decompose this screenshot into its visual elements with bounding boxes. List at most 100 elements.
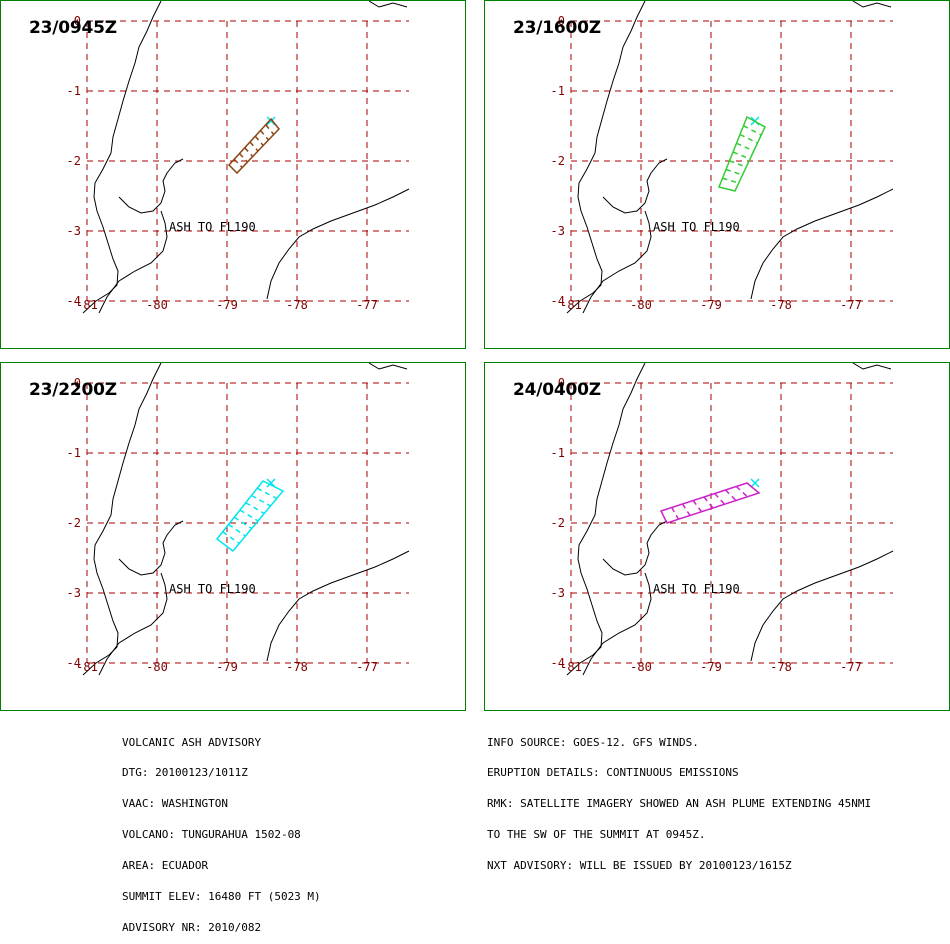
ash-plume-hatch	[671, 507, 680, 520]
map-svg: 0 -1 -2 -3 -4-81 -80 -79 -78 -77 ASH TO FL190	[551, 1, 894, 314]
coast-path	[852, 1, 892, 8]
graticule	[86, 382, 409, 664]
ash-altitude-label: ASH TO FL190	[169, 582, 256, 596]
coast-path	[368, 363, 408, 370]
lon-tick-label: -79	[700, 298, 722, 312]
lat-tick-label: -3	[67, 586, 81, 600]
lat-tick-label: 0	[74, 14, 81, 28]
ash-plume-hatch	[703, 496, 714, 509]
lat-tick-label: -1	[551, 446, 565, 460]
ash-plume-outline	[215, 480, 285, 553]
coastline	[82, 363, 410, 676]
lat-tick-label: -1	[67, 84, 81, 98]
volcano-marker-icon	[750, 478, 760, 488]
ash-altitude-label: ASH TO FL190	[653, 582, 740, 596]
ash-plume-hatch	[228, 523, 246, 537]
ash-plume-hatch	[254, 135, 264, 146]
lon-tick-label: -77	[356, 660, 378, 674]
lat-tick-label: 0	[558, 376, 565, 390]
advisory-line: ERUPTION DETAILS: CONTINUOUS EMISSIONS	[487, 766, 739, 780]
coast-path	[582, 210, 652, 314]
coastline	[566, 363, 894, 676]
coast-path	[98, 572, 168, 676]
ash-plume-outline	[227, 117, 280, 175]
graticule	[570, 382, 893, 664]
map-panel-0945z: 0 -1 -2 -3 -4 -81 -80 -79 -78 -77 ASH TO FL190 23/…	[0, 0, 466, 349]
lon-tick-label: -77	[356, 298, 378, 312]
advisory-line: ADVISORY NR: 2010/082	[122, 920, 262, 934]
lon-tick-label: -80	[630, 660, 652, 674]
ash-plume	[659, 482, 761, 524]
ash-plume-hatch	[692, 500, 703, 513]
advisory-header-block: VOLCANIC ASH ADVISORY DTG: 20100123/1011…	[122, 717, 321, 944]
ash-plume-hatch	[732, 151, 751, 160]
ash-plume-hatch	[729, 160, 747, 168]
lon-tick-label: -79	[216, 660, 238, 674]
coast-path	[566, 363, 646, 676]
advisory-line: SUMMIT ELEV: 16480 FT (5023 M)	[122, 890, 321, 904]
map-svg: 0 -1 -2 -3 -4-81 -80 -79 -78 -77 ASH TO FL190	[67, 363, 410, 676]
map-panel-1600z: 0 -1 -2 -3 -4 -81 -80 -79 -78 -77 ASH TO FL190 23/…	[484, 0, 950, 349]
lon-tick-label: -77	[840, 660, 862, 674]
ash-altitude-label: ASH TO FL190	[169, 220, 256, 234]
ash-plume-hatch	[238, 152, 249, 163]
coast-path	[368, 1, 408, 8]
ash-plume-hatch	[725, 168, 743, 176]
lat-tick-label: 0	[74, 376, 81, 390]
coast-path	[852, 363, 892, 370]
ash-plume-hatch	[222, 531, 240, 545]
coast-path	[750, 188, 894, 300]
coast-path	[266, 188, 410, 300]
ash-plume-hatch	[244, 147, 254, 158]
ash-plume-hatch	[245, 502, 265, 515]
coast-path	[82, 1, 162, 314]
lon-tick-label: -78	[770, 298, 792, 312]
map-svg: 0 -1 -2 -3 -4-81 -80 -79 -78 -77 ASH TO FL190	[67, 1, 410, 314]
lat-tick-label: -3	[67, 224, 81, 238]
lon-tick-label: -78	[770, 660, 792, 674]
ash-plume-hatch	[233, 158, 243, 169]
lat-tick-label: -2	[67, 516, 81, 530]
map-panel-0400z: 0 -1 -2 -3 -4 -81 -80 -79 -78 -77 ASH TO FL190 24/…	[484, 362, 950, 711]
advisory-line: DTG: 20100123/1011Z	[122, 766, 248, 780]
ash-plume-hatch	[724, 489, 737, 502]
forecast-time-label: 24/0400Z	[513, 380, 601, 400]
ash-plume-outline	[659, 482, 761, 524]
ash-plume-hatch	[681, 503, 691, 516]
lon-tick-label: -79	[700, 660, 722, 674]
lat-tick-label: -4	[67, 656, 81, 670]
coast-path	[602, 158, 668, 214]
lon-tick-label: -81	[560, 660, 582, 674]
ash-plume-hatch	[714, 492, 726, 505]
lat-tick-label: -3	[551, 586, 565, 600]
map-svg: 0 -1 -2 -3 -4-81 -80 -79 -78 -77 ASH TO FL190	[551, 363, 894, 676]
map-panel-2200z: 0 -1 -2 -3 -4 -81 -80 -79 -78 -77 ASH TO FL190 23/…	[0, 362, 466, 711]
ash-plume-hatch	[233, 516, 253, 530]
ash-plume-hatch	[739, 133, 758, 144]
coast-path	[566, 1, 646, 314]
ash-plume	[227, 117, 280, 175]
coast-path	[118, 520, 184, 576]
advisory-details-block: INFO SOURCE: GOES-12. GFS WINDS. ERUPTIO…	[487, 717, 871, 882]
advisory-line: RMK: SATELLITE IMAGERY SHOWED AN ASH PLU…	[487, 797, 872, 811]
ash-plume-hatch	[743, 125, 762, 136]
ash-altitude-label: ASH TO FL190	[653, 220, 740, 234]
ash-plume	[717, 115, 766, 192]
ash-plume-hatch	[265, 124, 275, 135]
lon-tick-label: -77	[840, 298, 862, 312]
ash-plume-hatch	[259, 130, 270, 141]
advisory-line: AREA: ECUADOR	[122, 859, 209, 873]
ash-plume-hatch	[251, 494, 271, 507]
lon-tick-label: -79	[216, 298, 238, 312]
lon-tick-label: -80	[630, 298, 652, 312]
graticule	[86, 20, 409, 302]
lon-tick-label: -81	[76, 298, 98, 312]
coast-path	[118, 158, 184, 214]
advisory-line: NXT ADVISORY: WILL BE ISSUED BY 20100123…	[487, 859, 792, 873]
forecast-time-label: 23/1600Z	[513, 18, 601, 38]
ash-plume-hatch	[239, 509, 259, 522]
forecast-time-label: 23/2200Z	[29, 380, 117, 400]
lat-tick-label: -2	[67, 154, 81, 168]
forecast-time-label: 23/0945Z	[29, 18, 117, 38]
coast-path	[266, 550, 410, 662]
